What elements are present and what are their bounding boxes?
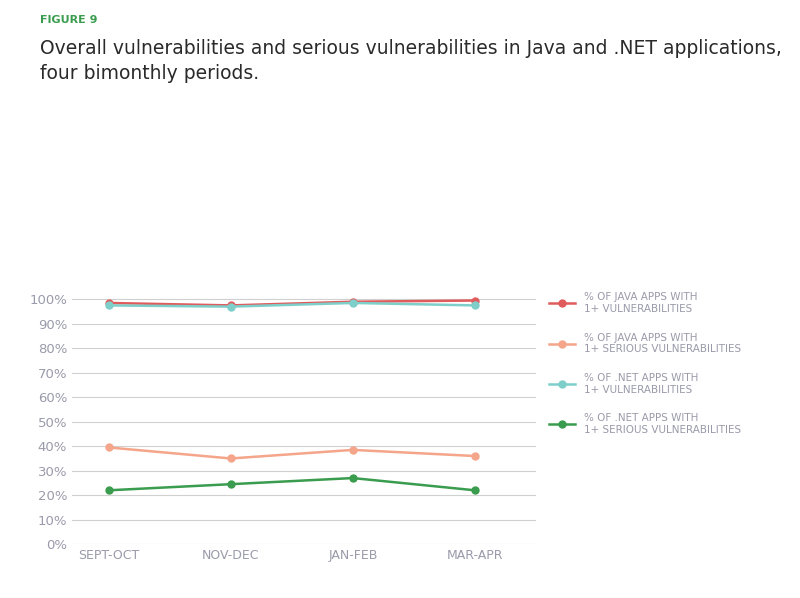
Text: Overall vulnerabilities and serious vulnerabilities in Java and .NET application: Overall vulnerabilities and serious vuln…	[40, 39, 782, 83]
Legend: % OF JAVA APPS WITH
1+ VULNERABILITIES, % OF JAVA APPS WITH
1+ SERIOUS VULNERABI: % OF JAVA APPS WITH 1+ VULNERABILITIES, …	[550, 292, 741, 435]
Text: FIGURE 9: FIGURE 9	[40, 15, 98, 25]
